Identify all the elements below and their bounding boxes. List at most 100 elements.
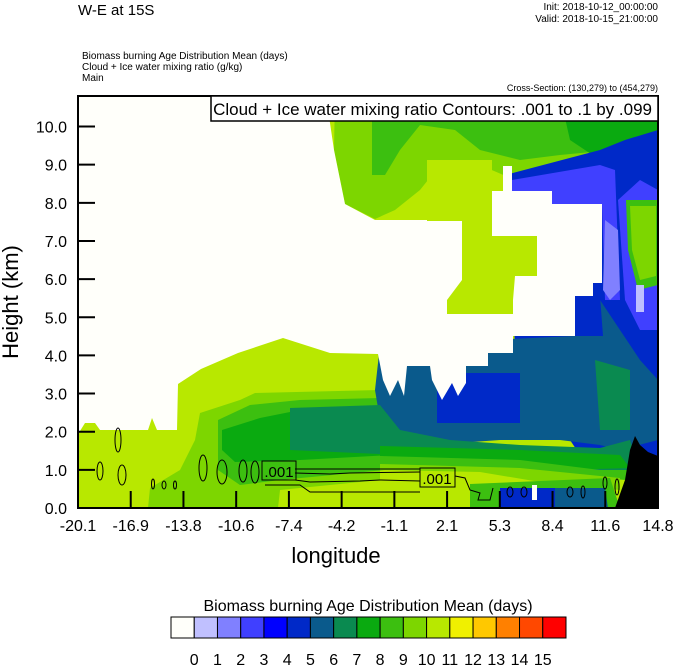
colorbar-swatch bbox=[333, 616, 358, 639]
x-tick-label: 8.4 bbox=[541, 518, 563, 535]
colorbar-title: Biomass burning Age Distribution Mean (d… bbox=[203, 598, 532, 615]
fill-level-8 bbox=[380, 446, 630, 470]
y-tick-label: 4.0 bbox=[45, 348, 67, 365]
colorbar-label: 1 bbox=[213, 652, 222, 667]
colorbar-swatch bbox=[495, 616, 521, 639]
time-info: Init: 2018-10-12_00:00:00 Valid: 2018-10… bbox=[535, 2, 658, 26]
contour-line bbox=[96, 461, 104, 481]
colorbar-label: 15 bbox=[534, 652, 552, 667]
colorbar-swatch bbox=[356, 616, 381, 639]
colorbar-label: 12 bbox=[464, 652, 482, 667]
y-tick-label: 5.0 bbox=[45, 310, 67, 327]
x-tick-label: -13.8 bbox=[165, 518, 202, 535]
x-tick-label: -4.2 bbox=[328, 518, 356, 535]
colorbar-label: 8 bbox=[376, 652, 385, 667]
colorbar-swatch bbox=[170, 616, 195, 639]
contour-line bbox=[238, 459, 248, 483]
colorbar-swatch bbox=[216, 616, 242, 639]
fill-level-7 bbox=[595, 360, 630, 430]
colorbar-swatch bbox=[449, 616, 474, 639]
colorbar-label: 11 bbox=[442, 652, 459, 667]
x-tick-label: 14.8 bbox=[642, 518, 673, 535]
colorbar-swatch bbox=[472, 616, 497, 639]
colorbar-swatch bbox=[402, 616, 428, 639]
fill-level-0 bbox=[78, 96, 602, 431]
contour-label-box bbox=[419, 467, 456, 488]
contour-line bbox=[580, 485, 586, 499]
field-list: Biomass burning Age Distribution Mean (d… bbox=[82, 51, 288, 84]
field-3: Main bbox=[82, 73, 104, 84]
colorbar-label: 3 bbox=[259, 652, 268, 667]
colorbar-swatch bbox=[519, 616, 544, 639]
x-tick-label: -1.1 bbox=[381, 518, 409, 535]
y-tick-label: 0.0 bbox=[45, 501, 67, 518]
y-tick-label: 6.0 bbox=[45, 272, 67, 289]
colorbar-label: 7 bbox=[352, 652, 361, 667]
field-2: Cloud + Ice water mixing ratio (g/kg) bbox=[82, 62, 243, 73]
contour-line bbox=[265, 468, 494, 501]
x-axis: -20.1 -16.9 -13.8 -10.6 -7.4 -4.2 -1.1 2.1 5.3 8.… bbox=[60, 491, 674, 535]
field-1: Biomass burning Age Distribution Mean (d… bbox=[82, 51, 288, 62]
fill-level-2 bbox=[603, 220, 620, 300]
colorbar-label: 6 bbox=[329, 652, 338, 667]
fill-level-0 bbox=[532, 485, 537, 500]
x-tick-label: -20.1 bbox=[60, 518, 97, 535]
colorbar-label: 14 bbox=[511, 652, 529, 667]
contour-label-box bbox=[261, 460, 297, 481]
cross-section-info: Cross-Section: (130,279) to (454,279) bbox=[506, 83, 658, 93]
colorbar-label: 4 bbox=[283, 652, 292, 667]
contour-line bbox=[614, 478, 620, 496]
contour-line bbox=[506, 486, 514, 498]
contour-legend: Cloud + Ice water mixing ratio Contours:… bbox=[213, 100, 652, 119]
colorbar-label: 2 bbox=[236, 652, 245, 667]
x-tick-label: -7.4 bbox=[275, 518, 303, 535]
fill-level-5 bbox=[575, 296, 603, 336]
y-axis-title: Height (km) bbox=[0, 245, 23, 359]
filled-contours bbox=[78, 96, 658, 508]
colorbar-swatch bbox=[309, 616, 335, 639]
y-tick-label: 2.0 bbox=[45, 425, 67, 442]
colorbar-swatch bbox=[379, 616, 404, 639]
colorbar-swatch bbox=[240, 616, 265, 639]
contour-legend-box bbox=[210, 95, 659, 122]
colorbar-label: 9 bbox=[399, 652, 408, 667]
contour-line bbox=[602, 476, 608, 490]
contour-label: .001 bbox=[264, 464, 293, 481]
x-tick-label: 5.3 bbox=[489, 518, 511, 535]
plot-title: W-E at 15S bbox=[78, 2, 155, 19]
contour-line bbox=[161, 480, 167, 490]
colorbar-swatch bbox=[286, 616, 311, 639]
colorbar-swatch bbox=[426, 616, 451, 639]
y-tick-label: 8.0 bbox=[45, 196, 67, 213]
contour-line bbox=[250, 460, 260, 484]
x-tick-label: -16.9 bbox=[112, 518, 149, 535]
fill-level-1 bbox=[636, 285, 644, 312]
fill-level-10 bbox=[630, 206, 656, 280]
colorbar-label: 5 bbox=[306, 652, 315, 667]
colorbar-swatch bbox=[542, 616, 567, 639]
y-tick-label: 1.0 bbox=[45, 463, 67, 480]
contour-line bbox=[520, 486, 528, 498]
contour-label: .001 bbox=[422, 471, 451, 488]
fill-level-11 bbox=[427, 160, 537, 314]
y-axis: 0.0 1.0 2.0 3.0 4.0 5.0 6.0 7.0 8.0 9.0 10.0 bbox=[36, 120, 95, 518]
valid-time: Valid: 2018-10-15_21:00:00 bbox=[535, 14, 658, 25]
x-axis-title: longitude bbox=[291, 543, 380, 568]
y-tick-label: 7.0 bbox=[45, 234, 67, 251]
y-tick-label: 10.0 bbox=[36, 120, 67, 137]
x-tick-label: -10.6 bbox=[218, 518, 255, 535]
fill-level-6 bbox=[555, 488, 608, 508]
y-tick-label: 3.0 bbox=[45, 387, 67, 404]
contour-line bbox=[151, 478, 155, 490]
init-time: Init: 2018-10-12_00:00:00 bbox=[543, 2, 658, 13]
fill-level-5 bbox=[500, 488, 560, 508]
x-tick-label: 2.1 bbox=[436, 518, 458, 535]
colorbar-label: 0 bbox=[190, 652, 199, 667]
contour-line bbox=[566, 486, 574, 498]
colorbar-swatch bbox=[193, 616, 218, 639]
contour-line bbox=[114, 427, 122, 453]
contour-line bbox=[198, 454, 208, 482]
terrain bbox=[615, 436, 658, 508]
colorbar-swatch bbox=[263, 616, 288, 639]
x-tick-label: 11.6 bbox=[590, 518, 620, 535]
